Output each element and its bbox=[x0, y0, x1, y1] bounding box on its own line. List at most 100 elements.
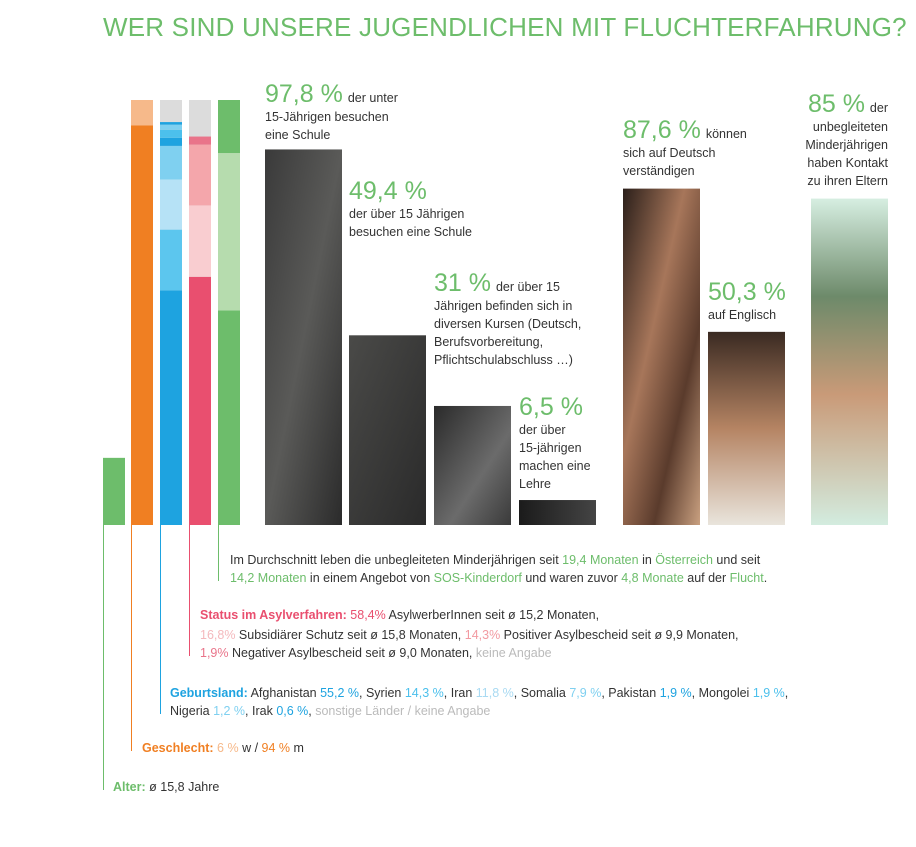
photo-column bbox=[623, 188, 700, 525]
bar-segment bbox=[189, 205, 211, 277]
fact-text: 87,6 % können sich auf Deutsch verständigen bbox=[623, 116, 747, 180]
text-run: w / bbox=[238, 741, 262, 755]
text-run: Negativer Asylbescheid seit ø 9,0 Monate… bbox=[228, 646, 476, 660]
text-run: Im Durchschnitt leben die unbegleiteten … bbox=[230, 553, 563, 567]
highlight: Flucht bbox=[729, 571, 764, 585]
text-run: , Pakistan bbox=[601, 686, 660, 700]
fact-line: eine Schule bbox=[265, 128, 331, 142]
text-run: , Syrien bbox=[359, 686, 405, 700]
value-label: 14,2 Monaten bbox=[230, 571, 307, 585]
photo-column bbox=[434, 405, 511, 525]
heading: Status im Asylverfahren: bbox=[200, 608, 347, 622]
fact-value: 6,5 % bbox=[519, 393, 583, 421]
value-label: 1,9 % bbox=[659, 686, 692, 700]
text-run: , bbox=[784, 686, 789, 700]
photo-column bbox=[519, 500, 596, 525]
fact-first-line: 31 % der über 15 bbox=[434, 269, 581, 297]
value-label: 1,9 % bbox=[752, 686, 785, 700]
fact-line: Minderjährigen bbox=[805, 138, 888, 152]
fact-line: auf Englisch bbox=[708, 308, 777, 322]
value-label: 11,8 % bbox=[475, 686, 514, 700]
text-line: 16,8% Subsidiärer Schutz seit ø 15,8 Mon… bbox=[200, 627, 739, 643]
fact-line: zu ihren Eltern bbox=[807, 174, 888, 188]
fact-value: 31 % bbox=[434, 269, 491, 297]
text-line: 1,9% Negativer Asylbescheid seit ø 9,0 M… bbox=[200, 645, 552, 661]
fact-value: 49,4 % bbox=[349, 177, 427, 205]
text-run: , Irak bbox=[245, 704, 277, 718]
heading: Geschlecht: bbox=[142, 741, 214, 755]
text-run: Jahre bbox=[184, 780, 220, 794]
fact-line: Berufsvorbereitung, bbox=[434, 335, 544, 349]
fact-text: 85 % der unbegleiteten Minderjährigen haben … bbox=[805, 90, 888, 190]
text-run: in bbox=[638, 553, 656, 567]
value-label: 4,8 Monate bbox=[621, 571, 684, 585]
bar-segment bbox=[160, 145, 182, 180]
bar-segment bbox=[160, 137, 182, 146]
bar-segment bbox=[189, 144, 211, 206]
fact-text: 50,3 % auf Englisch bbox=[708, 278, 791, 324]
text-line: Geschlecht: 6 % w / 94 % m bbox=[142, 740, 304, 756]
text-line: Status im Asylverfahren: 58,4% Asylwerbe… bbox=[200, 607, 599, 623]
text-run: und seit bbox=[712, 553, 761, 567]
text-run: , Somalia bbox=[513, 686, 570, 700]
fact-line: sich auf Deutsch bbox=[623, 146, 716, 160]
text-run: und waren zuvor bbox=[521, 571, 622, 585]
text-line: Nigeria 1,2 %, Irak 0,6 %, sonstige Länd… bbox=[170, 703, 490, 719]
text-run: AsylwerberInnen seit ø 15,2 Monaten, bbox=[385, 608, 600, 622]
text-run: , Mongolei bbox=[691, 686, 753, 700]
value-label: 15,8 bbox=[160, 780, 185, 794]
fact-line: verständigen bbox=[623, 164, 695, 178]
value-label: 16,8% bbox=[200, 628, 236, 642]
bar-segment bbox=[160, 129, 182, 138]
bar-segment bbox=[160, 124, 182, 130]
value-label: 14,3 % bbox=[404, 686, 444, 700]
bar-segment bbox=[189, 276, 211, 525]
bar-segment bbox=[160, 179, 182, 230]
value-label: 19,4 Monaten bbox=[562, 553, 639, 567]
text-line: 14,2 Monaten in einem Angebot von SOS-Ki… bbox=[230, 570, 767, 586]
fact-value: 87,6 % bbox=[623, 116, 701, 144]
text-run: , bbox=[308, 704, 316, 718]
photo-column bbox=[349, 335, 426, 525]
bar-segment bbox=[131, 100, 153, 126]
fact-line: diversen Kursen (Deutsch, bbox=[434, 317, 582, 331]
value-label: 6 % bbox=[217, 741, 239, 755]
fact-text: 31 % der über 15 Jährigen befinden sich in… bbox=[434, 269, 581, 369]
fact-line: machen eine bbox=[519, 459, 591, 473]
fact-line: unbegleiteten bbox=[812, 120, 888, 134]
fact-line: der über bbox=[519, 423, 566, 437]
fact-line: 15-jährigen bbox=[519, 441, 582, 455]
fact-line: besuchen eine Schule bbox=[349, 225, 473, 239]
text-run: . bbox=[763, 571, 768, 585]
heading: Geburtsland: bbox=[170, 686, 248, 700]
text-line: Geburtsland: Afghanistan 55,2 %, Syrien … bbox=[170, 685, 788, 701]
bar-segment bbox=[160, 229, 182, 291]
fact-line: Lehre bbox=[519, 477, 551, 491]
text-run: Nigeria bbox=[170, 704, 214, 718]
text-run: m bbox=[290, 741, 304, 755]
fact-first-line: 85 % der bbox=[805, 90, 888, 118]
fact-text: 97,8 % der unter 15-Jährigen besuchen eine … bbox=[265, 80, 398, 144]
fact-value: 85 % bbox=[807, 90, 865, 118]
text-line: Alter: ø 15,8 Jahre bbox=[113, 779, 219, 795]
bar-segment bbox=[218, 153, 240, 311]
fact-value: 97,8 % bbox=[265, 80, 343, 108]
fact-text-inline: können bbox=[705, 127, 747, 141]
value-label: 7,9 % bbox=[569, 686, 602, 700]
text-run: , Iran bbox=[443, 686, 476, 700]
text-run: Positiver Asylbescheid seit ø 9,9 Monate… bbox=[500, 628, 739, 642]
bar-segment bbox=[218, 100, 240, 154]
text-run: auf der bbox=[683, 571, 730, 585]
bar-segment bbox=[189, 136, 211, 145]
text-run: Subsidiärer Schutz seit ø 15,8 Monaten, bbox=[235, 628, 465, 642]
highlight: sonstige Länder / keine Angabe bbox=[315, 704, 491, 718]
fact-first-line: 97,8 % der unter bbox=[265, 80, 398, 108]
heading: Alter: bbox=[113, 780, 146, 794]
value-label: 94 % bbox=[261, 741, 291, 755]
fact-text-inline: der unter bbox=[347, 91, 398, 105]
fact-line: Jährigen befinden sich in bbox=[434, 299, 573, 313]
fact-line: der über 15 Jährigen bbox=[349, 207, 465, 221]
